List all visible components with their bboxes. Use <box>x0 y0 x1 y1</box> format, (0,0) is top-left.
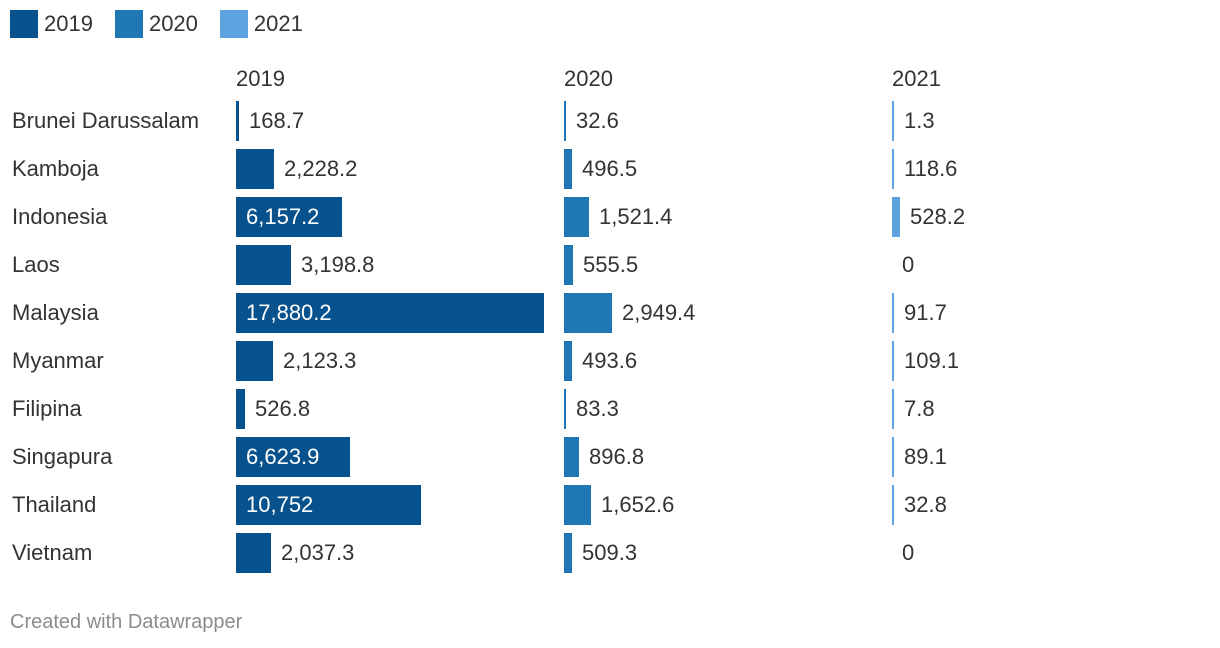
value-label-thailand-2020: 1,652.6 <box>601 492 675 517</box>
chart-legend: 2019 2020 2021 <box>10 10 325 38</box>
bar-singapura-2021 <box>892 437 894 477</box>
value-label-malaysia-2019: 17,880.2 <box>246 300 332 325</box>
category-label-myanmar: Myanmar <box>12 348 104 373</box>
value-label-myanmar-2019: 2,123.3 <box>283 348 357 373</box>
bar-filipina-2020 <box>564 389 566 429</box>
category-label-indonesia: Indonesia <box>12 204 108 229</box>
value-label-myanmar-2020: 493.6 <box>582 348 638 373</box>
legend-item-2020: 2020 <box>114 10 198 38</box>
footer-credit: Created with Datawrapper <box>10 611 243 633</box>
value-label-filipina-2021: 7.8 <box>904 396 935 421</box>
bar-indonesia-2019 <box>236 197 342 237</box>
value-label-kamboja-2019: 2,228.2 <box>284 156 358 181</box>
value-label-brunei-darussalam-2020: 32.6 <box>576 108 619 133</box>
category-label-thailand: Thailand <box>12 492 97 517</box>
legend-label-2019: 2019 <box>44 11 93 36</box>
category-label-singapura: Singapura <box>12 444 113 469</box>
value-label-indonesia-2019: 6,157.2 <box>246 204 320 229</box>
value-label-malaysia-2020: 2,949.4 <box>622 300 696 325</box>
bar-brunei-darussalam-2021 <box>892 101 894 141</box>
value-label-laos-2021: 0 <box>902 252 915 277</box>
value-label-filipina-2019: 526.8 <box>255 396 311 421</box>
bar-kamboja-2020 <box>564 149 572 189</box>
value-label-singapura-2020: 896.8 <box>589 444 645 469</box>
bar-laos-2020 <box>564 245 573 285</box>
bar-laos-2019 <box>236 245 291 285</box>
value-label-malaysia-2021: 91.7 <box>904 300 947 325</box>
category-label-brunei-darussalam: Brunei Darussalam <box>12 108 200 133</box>
bar-kamboja-2021 <box>892 149 894 189</box>
bar-indonesia-2021 <box>892 197 900 237</box>
value-label-kamboja-2021: 118.6 <box>904 156 958 181</box>
bar-myanmar-2019 <box>236 341 273 381</box>
value-label-myanmar-2021: 109.1 <box>904 348 960 373</box>
bar-singapura-2020 <box>564 437 579 477</box>
value-label-laos-2019: 3,198.8 <box>301 252 375 277</box>
value-label-laos-2020: 555.5 <box>583 252 639 277</box>
bar-indonesia-2020 <box>564 197 589 237</box>
value-label-brunei-darussalam-2021: 1.3 <box>904 108 935 133</box>
legend-label-2021: 2021 <box>253 11 303 36</box>
legend-item-2021: 2021 <box>219 10 303 38</box>
bar-filipina-2021 <box>892 389 894 429</box>
bar-myanmar-2021 <box>892 341 894 381</box>
bar-thailand-2020 <box>564 485 591 525</box>
bar-brunei-darussalam-2019 <box>236 101 239 141</box>
value-label-singapura-2019: 6,623.9 <box>246 444 320 469</box>
bar-vietnam-2019 <box>236 533 271 573</box>
category-label-laos: Laos <box>12 252 60 277</box>
legend-swatch-2021 <box>219 10 248 38</box>
bar-brunei-darussalam-2020 <box>564 101 566 141</box>
category-label-kamboja: Kamboja <box>12 156 99 181</box>
bar-malaysia-2021 <box>892 293 894 333</box>
value-label-kamboja-2020: 496.5 <box>582 156 638 181</box>
bar-kamboja-2019 <box>236 149 274 189</box>
legend-item-2019: 2019 <box>10 10 93 38</box>
bar-malaysia-2019 <box>236 293 544 333</box>
bar-filipina-2019 <box>236 389 245 429</box>
legend-swatch-2019 <box>10 10 38 38</box>
value-label-thailand-2021: 32.8 <box>904 492 947 517</box>
value-label-vietnam-2021: 0 <box>902 540 915 565</box>
bar-thailand-2021 <box>892 485 894 525</box>
bar-myanmar-2020 <box>564 341 572 381</box>
bar-vietnam-2020 <box>564 533 572 573</box>
column-header-2019: 2019 <box>236 66 285 91</box>
bar-thailand-2019 <box>236 485 421 525</box>
value-label-thailand-2019: 10,752 <box>246 492 314 517</box>
value-label-vietnam-2020: 509.3 <box>582 540 638 565</box>
bar-singapura-2019 <box>236 437 350 477</box>
value-label-singapura-2021: 89.1 <box>904 444 947 469</box>
category-label-malaysia: Malaysia <box>12 300 99 325</box>
value-label-indonesia-2021: 528.2 <box>910 204 966 229</box>
legend-label-2020: 2020 <box>148 11 198 36</box>
category-label-filipina: Filipina <box>12 396 82 421</box>
column-header-2021: 2021 <box>892 66 941 91</box>
legend-swatch-2020 <box>114 10 143 38</box>
value-label-filipina-2020: 83.3 <box>576 396 619 421</box>
category-label-vietnam: Vietnam <box>12 540 93 565</box>
value-label-vietnam-2019: 2,037.3 <box>281 540 355 565</box>
value-label-brunei-darussalam-2019: 168.7 <box>249 108 305 133</box>
column-header-2020: 2020 <box>564 66 613 91</box>
value-label-indonesia-2020: 1,521.4 <box>599 204 673 229</box>
bar-malaysia-2020 <box>564 293 612 333</box>
